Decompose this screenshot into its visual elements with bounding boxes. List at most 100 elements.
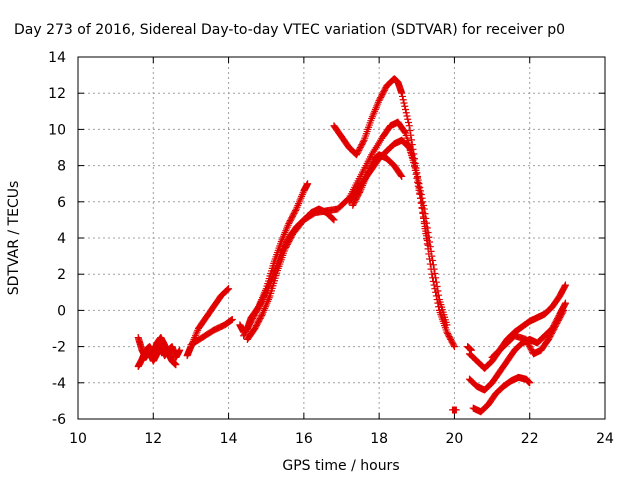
interpolated-point	[433, 283, 441, 291]
data-point	[225, 285, 233, 293]
y-tick-label: 12	[48, 86, 66, 102]
interpolated-point	[429, 261, 437, 269]
data-point	[428, 270, 436, 278]
data-point	[176, 346, 184, 354]
y-tick-label: -4	[52, 376, 66, 392]
series-track-2	[134, 334, 180, 371]
interpolated-point	[429, 277, 437, 285]
data-point	[420, 205, 428, 213]
x-tick-labels: 10 12 14 16 18 20 22 24	[69, 431, 614, 447]
interpolated-point	[356, 188, 364, 196]
data-point	[330, 216, 338, 224]
series-track-4	[187, 315, 236, 349]
series-track-8	[330, 75, 458, 351]
y-tick-label: 8	[57, 159, 66, 175]
interpolated-point	[426, 260, 434, 268]
data-point	[398, 89, 406, 97]
interpolated-point	[403, 112, 411, 120]
data-point	[428, 252, 436, 260]
interpolated-point	[404, 115, 412, 123]
interpolated-point	[401, 128, 409, 136]
interpolated-point	[401, 105, 409, 113]
x-tick-label: 22	[521, 431, 539, 447]
data-point	[398, 172, 406, 180]
x-tick-label: 20	[446, 431, 464, 447]
data-point	[467, 346, 475, 354]
series-track-15	[449, 406, 460, 414]
series-track-7	[243, 118, 432, 343]
interpolated-point	[431, 269, 439, 277]
x-tick-label: 24	[596, 431, 614, 447]
y-tick-label: 6	[57, 195, 66, 211]
interpolated-point	[359, 138, 367, 146]
interpolated-point	[404, 142, 412, 150]
interpolated-point	[418, 194, 426, 202]
data-point	[304, 180, 312, 188]
interpolated-point	[429, 256, 437, 264]
interpolated-point	[408, 136, 416, 144]
series-track-16	[464, 343, 475, 354]
axis-ticks	[77, 56, 606, 420]
data-point	[228, 315, 236, 323]
interpolated-point	[426, 243, 434, 251]
interpolated-point	[423, 219, 431, 227]
y-tick-label: -6	[52, 412, 66, 428]
interpolated-point	[423, 224, 431, 232]
interpolated-point	[559, 308, 567, 316]
interpolated-point	[427, 247, 435, 255]
grid	[78, 57, 605, 419]
interpolated-point	[420, 201, 428, 209]
series-track-10	[349, 151, 406, 209]
interpolated-point	[405, 119, 413, 127]
interpolated-point	[254, 304, 262, 312]
x-tick-label: 12	[144, 431, 162, 447]
interpolated-point	[426, 238, 434, 246]
interpolated-point	[434, 287, 442, 295]
interpolated-point	[425, 233, 433, 241]
data-point	[452, 406, 460, 414]
y-tick-label: 10	[48, 122, 66, 138]
data-points	[134, 75, 569, 416]
interpolated-point	[398, 92, 406, 100]
data-point	[413, 169, 421, 177]
interpolated-point	[405, 143, 413, 151]
data-point	[450, 343, 458, 351]
data-point	[526, 379, 534, 387]
y-tick-labels: -6 -4 -2 0 2 4 6 8 10 12 14	[48, 50, 66, 428]
interpolated-point	[416, 183, 424, 191]
x-axis-label: GPS time / hours	[282, 458, 399, 474]
interpolated-point	[399, 96, 407, 104]
interpolated-point	[414, 172, 422, 180]
chart-title: Day 273 of 2016, Sidereal Day-to-day VTE…	[14, 22, 565, 38]
data-point	[172, 361, 180, 369]
interpolated-point	[435, 291, 443, 299]
interpolated-point	[292, 206, 300, 214]
data-point	[443, 321, 451, 329]
interpolated-point	[258, 311, 266, 319]
y-tick-label: 0	[57, 303, 66, 319]
interpolated-point	[421, 210, 429, 218]
interpolated-point	[415, 180, 423, 188]
series-track-6	[240, 180, 312, 340]
interpolated-point	[432, 274, 440, 282]
interpolated-point	[414, 176, 422, 184]
x-tick-label: 18	[370, 431, 388, 447]
series-track-14	[488, 306, 568, 361]
y-axis-label: SDTVAR / TECUs	[6, 181, 22, 296]
interpolated-point	[400, 99, 408, 107]
interpolated-point	[417, 187, 425, 195]
interpolated-point	[406, 126, 414, 134]
interpolated-point	[402, 109, 410, 117]
interpolated-point	[401, 102, 409, 110]
plot-frame	[77, 56, 606, 420]
data-point	[561, 281, 569, 289]
x-tick-label: 14	[220, 431, 238, 447]
interpolated-point	[430, 265, 438, 273]
interpolated-point	[432, 278, 440, 286]
x-tick-label: 16	[295, 431, 313, 447]
y-tick-label: 2	[57, 267, 66, 283]
series-track-13	[469, 373, 534, 416]
y-tick-label: -2	[52, 340, 66, 356]
interpolated-point	[424, 229, 432, 237]
